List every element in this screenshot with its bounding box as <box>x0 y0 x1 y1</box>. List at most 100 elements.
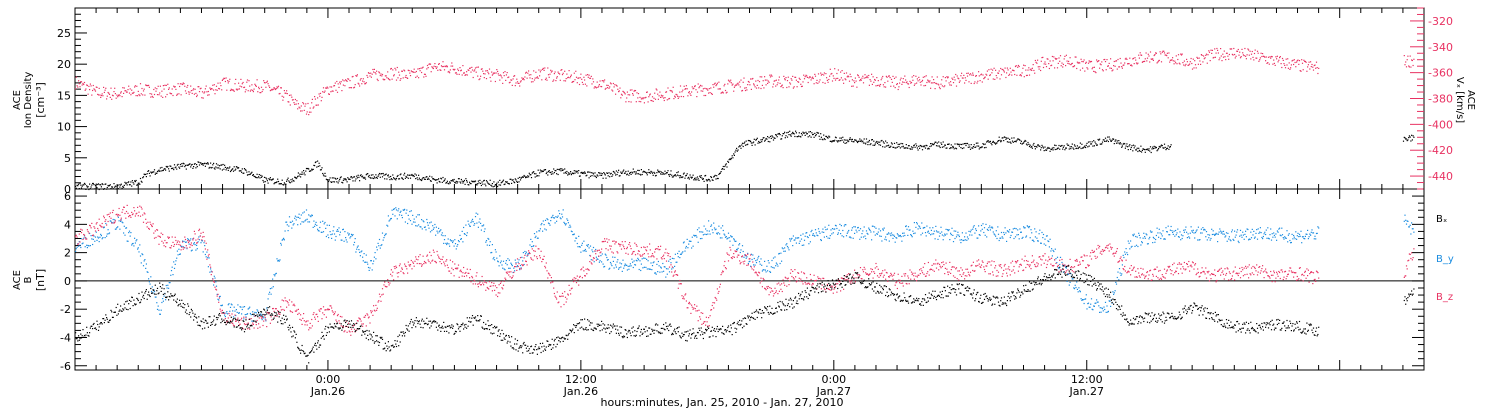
vx-series-point-600 <box>517 82 519 84</box>
by-series-point-711 <box>599 260 601 262</box>
by-series-point-415 <box>381 244 383 246</box>
vx-series-point-561 <box>488 68 491 70</box>
density-series-point-1383 <box>1095 143 1097 145</box>
by-series-point-125 <box>167 284 169 286</box>
top-right-tick-label-6: -440 <box>1428 170 1453 183</box>
by-series-point-687 <box>581 242 583 244</box>
vx-series-point-1592 <box>1249 50 1251 52</box>
density-series-point-465 <box>418 174 420 176</box>
by-series-point-1059 <box>856 231 858 233</box>
by-series-point-585 <box>506 264 508 266</box>
by-series <box>75 207 1415 322</box>
vx-series-point-1628 <box>1276 58 1278 60</box>
vx-series-point-1470 <box>1159 51 1161 53</box>
density-series-point-799 <box>664 170 666 172</box>
vx-series-point-57 <box>117 96 119 98</box>
density-series-point-991 <box>806 133 808 135</box>
by-series-point-427 <box>390 218 392 220</box>
density-series-point-533 <box>468 184 470 186</box>
density-series-point-190 <box>215 166 217 168</box>
vx-series-point-1429 <box>1129 57 1131 59</box>
by-series-point-878 <box>722 229 724 232</box>
by-series-point-1253 <box>999 237 1001 239</box>
vx-series-point-533 <box>468 69 470 71</box>
vx-series-point-1221 <box>975 75 977 77</box>
vx-series-point-728 <box>612 90 614 92</box>
vx-series-point-1249 <box>996 77 998 79</box>
by-series-point-1481 <box>1167 225 1169 227</box>
vx-series-point-1030 <box>834 79 837 81</box>
density-series-point-859 <box>708 179 710 181</box>
density-series-point-675 <box>573 173 575 175</box>
by-series-point-437 <box>397 210 399 212</box>
density-series-point-420 <box>384 174 386 176</box>
vx-series-point-223 <box>239 85 241 87</box>
vx-series-point-1335 <box>1059 55 1062 57</box>
density-series-point-901 <box>739 145 741 147</box>
density-series-point-1287 <box>1024 139 1026 142</box>
vx-series-point-1334 <box>1059 60 1061 62</box>
density-series-point-1327 <box>1054 144 1056 146</box>
vx-series-point-36 <box>101 93 103 95</box>
density-series-point-300 <box>296 177 298 179</box>
density-series-point-136 <box>175 166 177 168</box>
by-series-point-1458 <box>1150 231 1152 233</box>
vx-series-point-31 <box>97 94 100 96</box>
vx-series-point-743 <box>623 91 625 93</box>
vx-series-point-46 <box>108 93 111 95</box>
by-series-point-1208 <box>966 239 968 241</box>
vx-series-point-583 <box>505 79 507 81</box>
density-series-point-508 <box>449 182 451 184</box>
by-series-point-96 <box>145 263 147 265</box>
by-series-point-927 <box>758 261 761 263</box>
vx-series-point-1618 <box>1268 63 1270 65</box>
density-series-point-1131 <box>909 148 911 150</box>
by-series-point-1379 <box>1092 309 1094 311</box>
density-series-point-432 <box>393 178 395 180</box>
by-series-point-1230 <box>982 223 984 225</box>
by-series-point-103 <box>151 290 153 293</box>
by-series-point-919 <box>753 264 755 266</box>
density-series-point-1257 <box>1002 137 1004 139</box>
vx-series-point-837 <box>692 88 694 90</box>
by-series-point-417 <box>382 239 384 241</box>
by-series-point-207 <box>227 304 229 306</box>
vx-series-point-486 <box>433 65 435 67</box>
vx-series-point-1495 <box>1177 54 1180 56</box>
density-series-point-1081 <box>872 144 874 146</box>
density-series-point-1306 <box>1038 145 1040 147</box>
by-series-point-339 <box>325 227 327 229</box>
by-series-point-1349 <box>1070 273 1072 275</box>
by-series-point-308 <box>302 212 304 214</box>
vx-series-point-990 <box>805 74 807 76</box>
by-series-point-1510 <box>1189 237 1191 239</box>
vx-series-point-651 <box>555 80 557 82</box>
vx-series-point-959 <box>782 87 784 89</box>
by-series-point-263 <box>269 291 271 293</box>
by-series-point-964 <box>786 243 788 245</box>
density-series-point-663 <box>564 168 566 170</box>
density-series-point-270 <box>274 182 276 184</box>
density-series-point-1122 <box>902 145 904 147</box>
vx-series-point-434 <box>395 69 397 71</box>
density-series-point-926 <box>758 140 760 143</box>
by-series-point-1310 <box>1041 231 1043 234</box>
density-series-point-1486 <box>1402 140 1405 142</box>
vx-series-point-1033 <box>837 77 839 79</box>
vx-series-point-210 <box>229 89 232 92</box>
vx-series-point-254 <box>262 89 264 91</box>
vx-series-point-941 <box>769 74 771 76</box>
density-series-point-863 <box>711 179 713 181</box>
vx-series-point-1362 <box>1079 69 1081 71</box>
density-series-point-886 <box>728 159 730 161</box>
density-series-point-464 <box>417 179 419 181</box>
by-series-point-783 <box>652 262 654 264</box>
vx-series-point-882 <box>725 92 727 94</box>
vx-series-point-1268 <box>1010 71 1012 73</box>
vx-series-point-547 <box>478 79 480 81</box>
vx-series-point-1633 <box>1279 56 1281 58</box>
vx-series-point-981 <box>798 77 800 79</box>
vx-series-point-191 <box>215 85 218 87</box>
by-series-point-623 <box>534 236 536 239</box>
density-series-point-1094 <box>882 146 884 148</box>
